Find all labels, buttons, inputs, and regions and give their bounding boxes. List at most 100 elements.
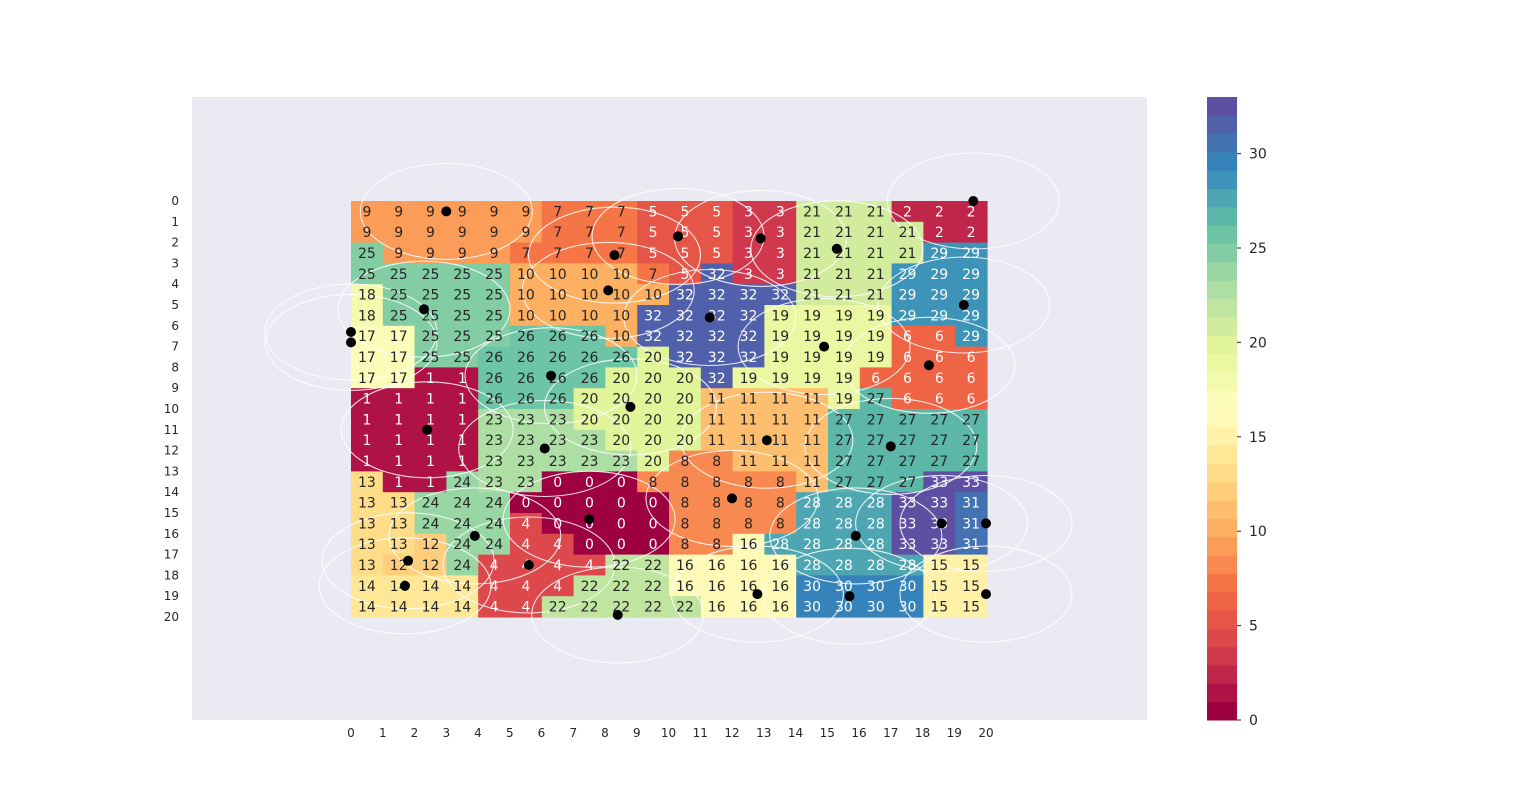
cell-value-label: 29 — [962, 246, 980, 262]
cell-value-label: 16 — [708, 579, 726, 595]
cell-value-label: 21 — [867, 267, 885, 283]
heatmap-cell — [923, 471, 956, 493]
heatmap-cell — [573, 533, 606, 556]
heatmap-cell — [796, 409, 829, 431]
heatmap-cell — [955, 429, 988, 452]
influence-circle — [527, 206, 702, 304]
y-tick-label: 17 — [164, 548, 179, 562]
seed-point — [727, 493, 737, 504]
y-tick-label: 2 — [171, 236, 179, 250]
cell-value-label: 10 — [581, 267, 599, 283]
cell-value-label: 23 — [517, 412, 535, 428]
cell-value-label: 20 — [581, 392, 599, 408]
cell-value-label: 13 — [358, 558, 376, 574]
cell-value-label: 10 — [612, 329, 630, 345]
cell-value-label: 25 — [358, 267, 376, 283]
cell-value-label: 21 — [803, 246, 821, 262]
seed-point — [625, 401, 636, 412]
heatmap-cell — [732, 492, 765, 514]
y-tick-label: 8 — [171, 360, 179, 374]
cell-value-label: 32 — [740, 329, 758, 345]
cell-value-label: 1 — [426, 412, 435, 428]
heatmap-cell — [382, 388, 416, 410]
cell-value-label: 27 — [867, 433, 885, 449]
heatmap-cell — [955, 450, 988, 472]
cell-value-label: 29 — [930, 246, 948, 262]
x-tick-label: 5 — [506, 726, 514, 740]
cell-value-label: 26 — [485, 350, 503, 366]
heatmap-cell — [351, 388, 384, 410]
cell-value-label: 28 — [771, 537, 789, 553]
cell-value-label: 4 — [553, 537, 562, 553]
influence-circle — [321, 512, 495, 610]
heatmap-cell — [573, 450, 606, 472]
heatmap-cell — [891, 471, 924, 493]
cell-value-label: 9 — [394, 225, 403, 241]
cell-value-label: 2 — [967, 204, 976, 220]
cell-value-label: 24 — [422, 496, 440, 512]
cell-value-label: 14 — [358, 600, 376, 616]
cell-value-label: 29 — [962, 267, 980, 283]
cell-value-label: 23 — [517, 475, 535, 491]
heatmap-cell — [382, 513, 416, 535]
cell-value-label: 21 — [803, 267, 821, 283]
cell-value-label: 24 — [453, 558, 471, 574]
heatmap-cell — [510, 242, 543, 264]
y-tick-label: 7 — [171, 340, 179, 354]
cell-value-label: 11 — [708, 412, 726, 428]
cell-value-label: 26 — [485, 392, 503, 408]
cell-value-label: 13 — [358, 537, 376, 553]
cell-value-label: 7 — [585, 246, 594, 262]
heatmap-cell — [700, 596, 734, 618]
heatmap-cell — [700, 409, 734, 431]
heatmap-cell — [955, 492, 988, 514]
heatmap-cell — [637, 325, 670, 348]
x-tick-label: 18 — [915, 726, 930, 740]
colorbar-segment — [1207, 353, 1237, 373]
heatmap-cell — [764, 533, 797, 556]
cell-value-label: 15 — [962, 600, 980, 616]
heatmap-cell — [796, 346, 829, 368]
seed-point — [704, 312, 715, 323]
cell-value-label: 1 — [394, 392, 403, 408]
cell-value-label: 20 — [644, 454, 662, 470]
cell-value-label: 13 — [390, 537, 408, 553]
colorbar-tick-label: 15 — [1249, 430, 1267, 446]
cell-value-label: 19 — [867, 308, 885, 324]
cell-value-label: 9 — [394, 204, 403, 220]
cell-value-label: 21 — [803, 225, 821, 241]
heatmap-cell — [669, 554, 702, 576]
heatmap-cell — [414, 201, 447, 223]
heatmap-cell — [828, 409, 861, 431]
cell-value-label: 11 — [771, 412, 789, 428]
cell-value-label: 24 — [453, 537, 471, 553]
heatmap-cell — [700, 284, 734, 306]
colorbar-segment — [1207, 188, 1237, 208]
cell-value-label: 16 — [708, 558, 726, 574]
seed-point — [936, 518, 947, 529]
cell-value-label: 20 — [581, 412, 599, 428]
heatmap-cell — [351, 533, 384, 556]
cell-value-label: 24 — [485, 516, 503, 532]
cell-value-label: 14 — [390, 600, 408, 616]
seed-point — [844, 591, 855, 602]
cell-value-label: 8 — [680, 516, 689, 532]
heatmap-cell — [669, 533, 702, 556]
heatmap-cell — [637, 492, 670, 514]
influence-circle — [531, 566, 705, 664]
influence-circle — [388, 487, 562, 585]
cell-value-label: 24 — [485, 537, 503, 553]
seed-point — [403, 555, 414, 566]
cell-value-label: 19 — [835, 392, 853, 408]
cell-value-label: 10 — [517, 288, 535, 304]
heatmap-cell — [573, 492, 606, 514]
cell-value-label: 19 — [867, 329, 885, 345]
cell-value-label: 4 — [521, 600, 530, 616]
cell-value-label: 20 — [676, 371, 694, 387]
influence-circle — [737, 298, 911, 396]
colorbar-tick-label: 20 — [1249, 335, 1267, 351]
cell-value-label: 32 — [708, 350, 726, 366]
cell-value-label: 4 — [585, 558, 594, 574]
cell-value-label: 4 — [490, 600, 499, 616]
influence-circle — [264, 283, 438, 381]
